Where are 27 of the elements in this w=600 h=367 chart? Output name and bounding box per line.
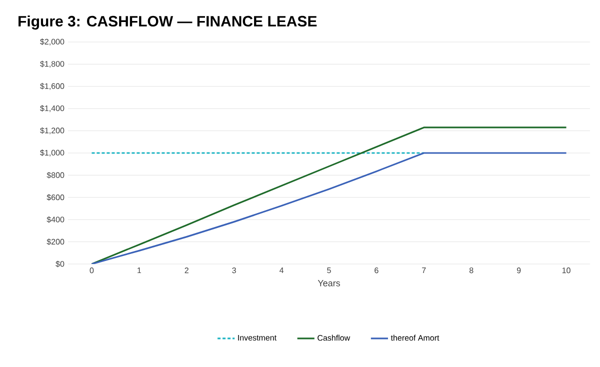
y-tick-label: $1,000 (40, 150, 64, 156)
x-tick-label: 10 (562, 268, 570, 274)
x-tick-label: 5 (327, 268, 331, 274)
chart-title: Figure 3: CASHFLOW — FINANCE LEASE (18, 16, 317, 30)
y-tick-label: $800 (46, 172, 64, 178)
y-tick-label: $1,400 (40, 105, 64, 112)
legend-label: Cashflow (318, 334, 350, 341)
x-tick-label: 3 (232, 268, 236, 274)
y-tick-label: $1,600 (40, 82, 64, 90)
legend-label: Investment (238, 334, 276, 341)
y-tick-label: $200 (46, 238, 64, 246)
y-tick-label: $600 (46, 194, 64, 201)
x-tick-label: 8 (469, 268, 474, 274)
x-tick-label: 6 (374, 268, 378, 274)
x-axis-title: Years (318, 280, 340, 286)
x-tick-label: 1 (138, 268, 142, 274)
y-tick-label: $2,000 (40, 38, 64, 46)
y-tick-label: $1,200 (40, 127, 64, 134)
legend-label: thereof Amort (390, 334, 440, 341)
x-tick-label: 7 (422, 268, 426, 274)
y-tick-label: $0 (56, 260, 64, 268)
x-tick-label: 2 (184, 268, 188, 274)
x-tick-label: 9 (516, 268, 521, 274)
x-tick-label: 0 (90, 268, 94, 274)
x-tick-label: 4 (280, 268, 284, 274)
y-tick-label: $400 (46, 216, 64, 223)
y-tick-label: $1,800 (40, 60, 64, 68)
